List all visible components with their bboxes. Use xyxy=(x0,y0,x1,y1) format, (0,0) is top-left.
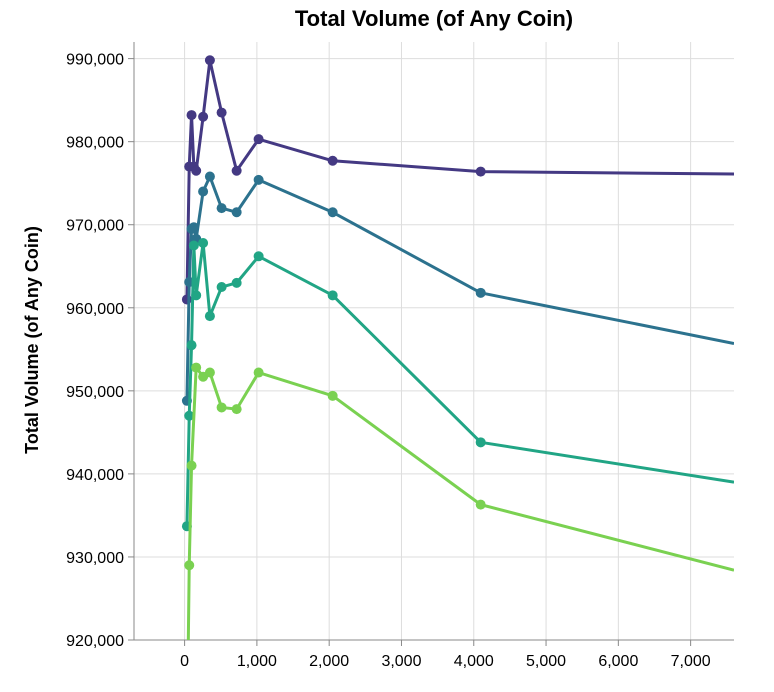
x-tick-label: 6,000 xyxy=(598,653,638,670)
data-point xyxy=(186,110,197,121)
data-point xyxy=(253,367,264,378)
data-point xyxy=(327,155,338,166)
series-line xyxy=(186,366,734,640)
data-point xyxy=(184,410,195,421)
x-tick-label: 0 xyxy=(180,653,189,670)
data-point xyxy=(188,240,199,251)
data-point xyxy=(204,171,215,182)
y-tick-label: 920,000 xyxy=(66,633,124,650)
data-point xyxy=(198,111,209,122)
series-group xyxy=(181,55,734,640)
x-tick-label: 2,000 xyxy=(309,653,349,670)
data-point xyxy=(475,287,486,298)
data-point xyxy=(253,134,264,145)
y-axis-label: Total Volume (of Any Coin) xyxy=(22,226,42,454)
series-1 xyxy=(181,55,734,305)
data-point xyxy=(184,560,195,571)
x-tick-label: 1,000 xyxy=(237,653,277,670)
data-point xyxy=(327,290,338,301)
series-line xyxy=(185,58,734,300)
data-point xyxy=(231,277,242,288)
data-point xyxy=(327,207,338,218)
series-4 xyxy=(184,362,734,640)
data-point xyxy=(204,311,215,322)
series-2 xyxy=(181,171,734,406)
data-point xyxy=(231,165,242,176)
data-point xyxy=(475,437,486,448)
data-point xyxy=(253,174,264,185)
data-point xyxy=(191,290,202,301)
x-tick-label: 3,000 xyxy=(381,653,421,670)
x-tick-label: 5,000 xyxy=(526,653,566,670)
series-line xyxy=(185,241,734,527)
data-point xyxy=(216,402,227,413)
y-tick-label: 960,000 xyxy=(66,301,124,318)
data-point xyxy=(231,404,242,415)
series-3 xyxy=(181,237,734,532)
data-point xyxy=(198,237,209,248)
y-tick-label: 930,000 xyxy=(66,550,124,567)
data-point xyxy=(186,460,197,471)
x-tick-label: 7,000 xyxy=(671,653,711,670)
data-point xyxy=(191,362,202,373)
data-point xyxy=(475,166,486,177)
data-point xyxy=(327,390,338,401)
data-point xyxy=(191,165,202,176)
data-point xyxy=(204,55,215,66)
x-tick-label: 4,000 xyxy=(454,653,494,670)
y-tick-label: 990,000 xyxy=(66,52,124,69)
data-point xyxy=(216,107,227,118)
y-tick-label: 940,000 xyxy=(66,467,124,484)
data-point xyxy=(188,222,199,233)
series-line xyxy=(185,175,734,401)
gridlines xyxy=(134,42,734,641)
data-point xyxy=(475,499,486,510)
y-tick-label: 980,000 xyxy=(66,135,124,152)
y-tick-label: 950,000 xyxy=(66,384,124,401)
data-point xyxy=(198,186,209,197)
y-tick-label: 970,000 xyxy=(66,218,124,235)
data-point xyxy=(216,282,227,293)
data-point xyxy=(204,367,215,378)
data-point xyxy=(253,251,264,262)
tick-labels: 0 1,000 2,000 3,000 4,000 5,000 6,000 7,000 920,… xyxy=(66,52,711,670)
data-point xyxy=(186,340,197,351)
axes xyxy=(128,42,734,646)
data-point xyxy=(231,207,242,218)
data-point xyxy=(216,203,227,214)
chart-title: Total Volume (of Any Coin) xyxy=(295,6,573,31)
